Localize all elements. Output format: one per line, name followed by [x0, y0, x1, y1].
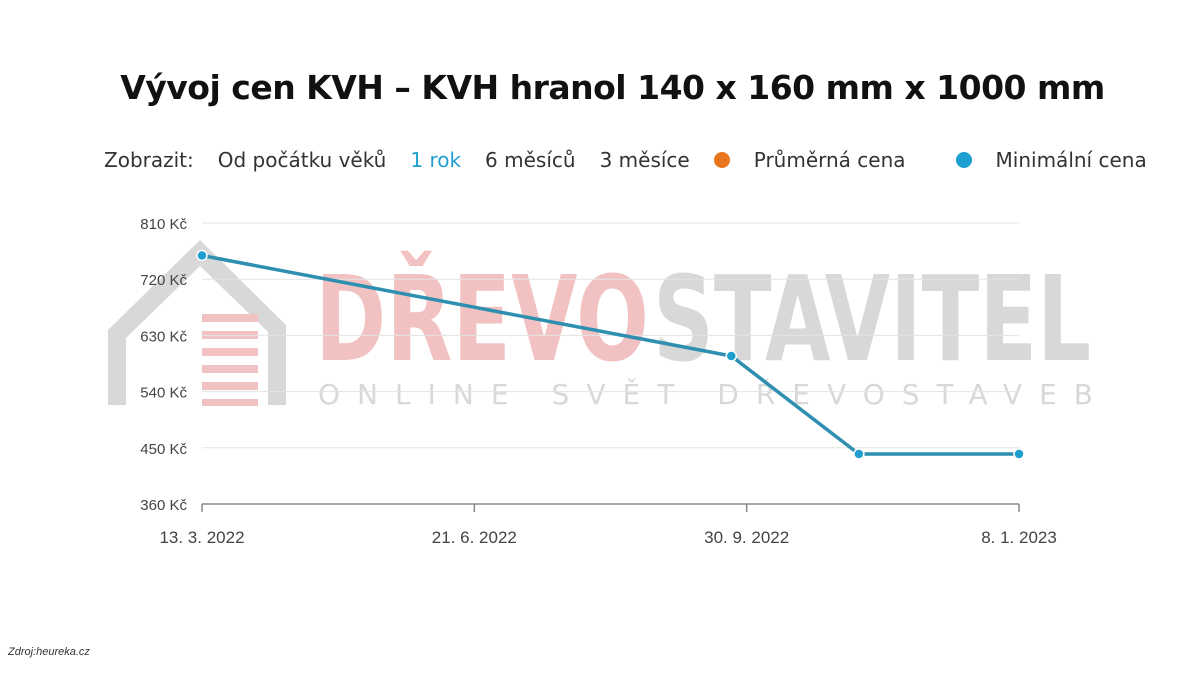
legend-item-average[interactable]: Průměrná cena	[713, 148, 930, 172]
chart-title: Vývoj cen KVH – KVH hranol 140 x 160 mm …	[120, 68, 1105, 107]
chart-grid	[202, 222, 1019, 449]
range-option-3-months[interactable]: 3 měsíce	[599, 148, 690, 172]
data-point	[853, 448, 865, 460]
x-axis: 13. 3. 2022 21. 6. 2022 30. 9. 2022 8. 1. 2…	[159, 503, 1057, 547]
chart-controls: Zobrazit: Od počátku věků 1 rok 6 měsíců…	[104, 146, 1197, 174]
x-tick-label: 21. 6. 2022	[432, 528, 517, 547]
y-axis-ticks: 810 Kč 720 Kč 630 Kč 540 Kč 450 Kč 360 Kč	[140, 216, 187, 514]
range-option-6-months[interactable]: 6 měsíců	[485, 148, 576, 172]
y-tick-label: 360 Kč	[140, 497, 187, 514]
y-tick-label: 810 Kč	[140, 216, 187, 233]
source-note: Zdroj:heureka.cz	[8, 646, 90, 658]
legend-label-average: Průměrná cena	[753, 148, 906, 172]
range-option-1-year[interactable]: 1 rok	[410, 148, 462, 172]
y-tick-label: 630 Kč	[140, 328, 187, 345]
series-line-minimum	[201, 253, 1019, 456]
x-tick-label: 30. 9. 2022	[704, 528, 789, 547]
legend-dot-minimum	[955, 152, 972, 168]
watermark-brand-gray: STAVITEL	[653, 250, 1091, 388]
legend-dot-average	[713, 152, 730, 168]
legend-label-minimum: Minimální cena	[995, 148, 1147, 172]
x-tick-label: 13. 3. 2022	[159, 528, 244, 547]
y-tick-label: 450 Kč	[140, 441, 187, 458]
chart-series	[196, 249, 1025, 460]
x-tick-label: 8. 1. 2023	[981, 528, 1057, 547]
y-tick-label: 540 Kč	[140, 385, 187, 402]
watermark-brand-red: DŘEVO	[315, 250, 649, 388]
controls-label: Zobrazit:	[104, 148, 194, 172]
legend-item-minimum[interactable]: Minimální cena	[955, 148, 1171, 172]
data-point	[1013, 448, 1025, 460]
data-point	[196, 249, 208, 262]
data-point	[725, 350, 738, 362]
y-tick-label: 720 Kč	[140, 272, 187, 289]
range-option-all[interactable]: Od počátku věků	[217, 148, 387, 172]
